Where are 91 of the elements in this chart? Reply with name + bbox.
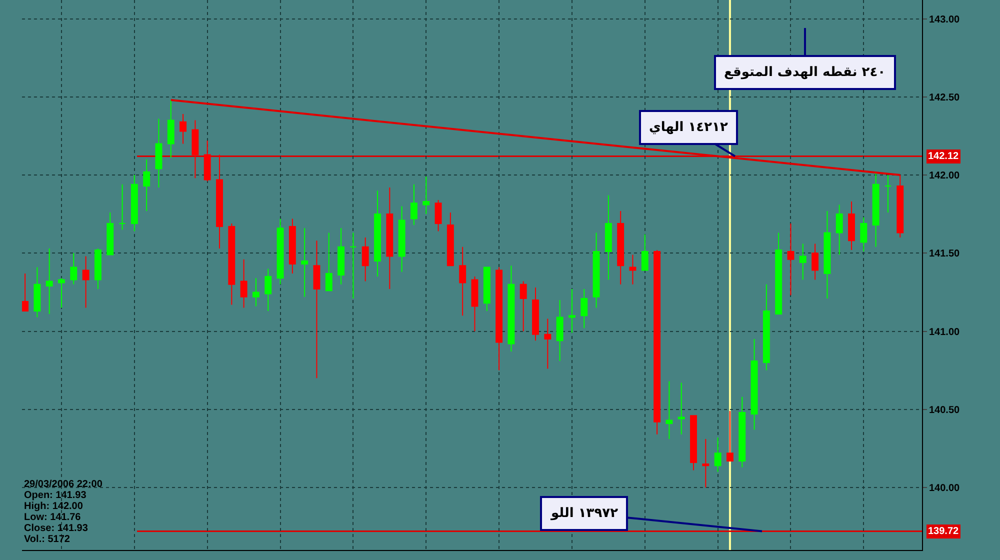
annotation: Vol.: 5172 [24,534,70,545]
annotation: ١٣٩٧٢ اللو [550,506,618,521]
candlestick [799,243,806,280]
candlestick [872,172,880,248]
candlestick [678,382,685,435]
candlestick [690,415,697,471]
candlestick [726,410,734,462]
candlestick [70,252,78,285]
y-tick-label: 141.50 [929,248,960,260]
candlestick [848,201,855,250]
candlestick [204,140,211,182]
candlestick [350,232,357,299]
annotation: 29/03/2006 22:00 [24,479,103,490]
annotation: ٢٤٠ نقطه الهدف المتوقع [724,65,886,80]
candlestick [617,210,624,285]
candlestick [422,176,430,215]
candlestick [313,240,320,379]
candlestick [362,237,369,282]
candlestick [532,287,539,342]
candlestick [446,212,454,266]
candlestick [155,118,162,188]
candlestick [252,278,260,307]
candlestick [592,232,600,308]
candlestick [836,204,843,256]
candlestick [386,187,394,290]
candlestick [641,234,648,271]
annotation: Low: 141.76 [24,512,82,523]
y-tick-label: 142.50 [929,92,960,104]
y-tick-label: 140.50 [929,404,960,416]
candlestick [192,120,199,179]
candlestick [666,380,673,440]
candlestick [240,258,248,308]
candlestick [568,288,576,334]
candlestick [775,232,782,315]
y-tick-label: 143.00 [929,14,960,26]
candlestick [338,228,345,285]
candlestick [398,206,406,272]
candlestick [860,216,868,252]
candlestick [130,174,138,232]
ref-line-label: 142.12 [928,151,960,162]
candlestick [520,280,527,332]
candlestick [580,288,588,329]
candlestick [34,266,41,318]
candlestick [654,250,661,435]
candlestick [483,266,490,312]
candlestick [812,243,819,280]
candlestick [301,228,308,298]
y-tick-label: 141.00 [929,326,960,338]
candlestick [276,218,284,285]
candlestick [459,246,466,316]
candlestick [325,232,332,292]
candlestick [556,300,564,362]
candlestick [824,210,831,299]
candlestick [143,158,150,212]
candlestick [58,278,65,308]
candlestick [762,284,770,371]
candlestick [228,222,236,306]
candlestick [118,184,126,230]
candlestick [471,276,478,332]
candlestick [434,200,442,232]
candlestick [714,437,722,472]
candlestick [750,338,758,430]
candlestick [896,174,904,238]
candlestick [22,272,29,312]
candlestick [180,114,187,144]
candlestick [216,154,223,249]
candlestick [544,318,552,370]
candlestick [738,396,746,468]
candlestick [82,256,90,308]
candlestick [787,222,794,296]
annotation: High: 142.00 [24,501,84,512]
candlestick [167,100,174,158]
candlestick [106,212,114,256]
y-tick-label: 140.00 [929,483,960,494]
candlestick [629,254,636,285]
candlestick [702,438,710,488]
annotation: Open: 141.93 [24,490,87,501]
annotation: Close: 141.93 [24,523,88,534]
candlestick [374,190,381,278]
ref-line-label: 139.72 [928,526,960,537]
annotation: ١٤٢١٢ الهاي [649,120,728,135]
candlestick [884,174,892,213]
candlestick [46,248,53,315]
candlestick [410,184,418,226]
candlestick [604,194,612,280]
candlestick [508,265,515,352]
candlestick [264,268,272,312]
candlestick [496,266,503,371]
candlestick [94,248,102,290]
candlestick [288,218,296,274]
y-tick-label: 142.00 [929,170,960,182]
